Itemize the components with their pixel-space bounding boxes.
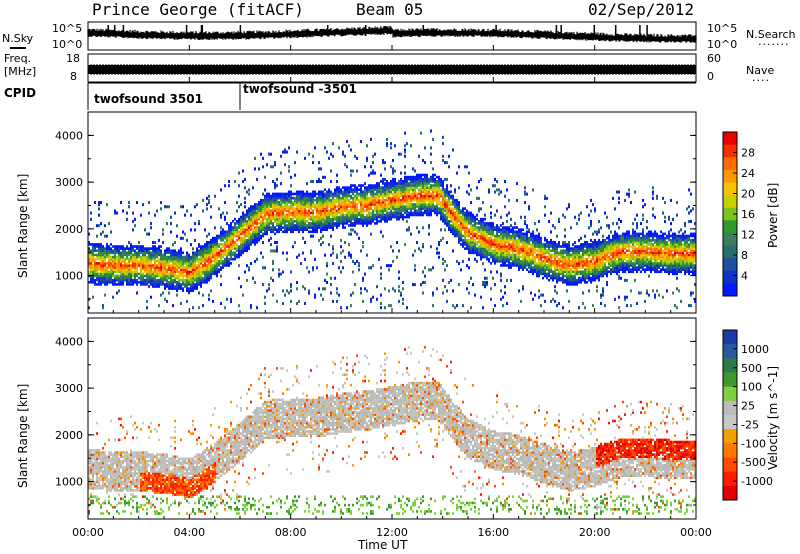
velocity-colorbar-swatch [723,344,737,359]
station-title: Prince George (fitACF) [92,0,304,19]
power-colorbar-swatch [723,144,737,158]
power-colorbar-swatch [723,195,737,209]
nave-legend-dots: ···· [752,74,770,87]
power-ytick-label: 4000 [55,129,83,142]
x-axis-label: Time UT [358,538,408,552]
velocity-colorbar-swatch [723,400,737,416]
xtick-label: 20:00 [579,526,611,539]
xtick-label: 08:00 [275,526,307,539]
freq-unit-label: [MHz] [4,65,37,78]
power-colorbar-swatch [723,270,737,284]
power-ytick-label: 3000 [55,176,83,189]
power-colorbar-swatch [723,283,737,297]
velocity-colorbar-tick-label: -100 [741,437,766,450]
velocity-colorbar-tick-label: 500 [741,362,762,375]
xtick-label: 04:00 [173,526,205,539]
velocity-colorbar-tick-label: -1000 [741,475,773,488]
xtick-label: 00:00 [72,526,104,539]
cpid-label: CPID [4,86,37,100]
velocity-colorbar-swatch [723,415,737,430]
power-colorbar-swatch [723,258,737,272]
power-colorbar-tick-label: 28 [741,147,755,160]
velocity-data [88,346,696,515]
noise-trace [87,25,697,43]
xtick-label: 00:00 [680,526,712,539]
xtick-label: 16:00 [477,526,509,539]
power-colorbar-swatch [723,245,737,259]
power-colorbar-tick-label: 12 [741,229,755,242]
vel-ytick-label: 4000 [55,335,83,348]
power-colorbar-swatch [723,220,737,234]
power-colorbar-tick-label: 24 [741,167,755,180]
velocity-colorbar-swatch [723,372,737,388]
frequency-band [88,65,696,74]
freq-tick-high: 18 [66,52,80,65]
power-data [88,129,696,310]
power-ytick-label: 2000 [55,223,83,236]
noise-spikes [107,25,648,36]
nsky-label: N.Sky [2,32,34,45]
vel-ytick-label: 2000 [55,429,83,442]
velocity-colorbar-swatch [723,443,737,458]
power-colorbar-swatch [723,157,737,171]
velocity-colorbar-tick-label: -500 [741,456,766,469]
xtick-label: 12:00 [376,526,408,539]
nsearch-tick-high: 10^5 [707,22,738,35]
power-colorbar-tick-label: 4 [741,270,748,283]
power-ytick-label: 1000 [55,270,83,283]
velocity-colorbar-frame [722,329,738,501]
beam-label: Beam 05 [356,0,424,19]
cpid-segment-2: twofsound -3501 [243,82,357,96]
nave-tick-low: 0 [707,70,714,83]
velocity-colorbar-swatch [723,471,737,487]
velocity-colorbar-tick-label: 25 [741,400,755,413]
velocity-colorbar-tick-label: -25 [741,418,759,431]
power-colorbar-swatch [723,182,737,196]
power-colorbar-swatch [723,232,737,247]
velocity-colorbar-swatch [723,485,737,501]
date-label: 02/Sep/2012 [588,0,694,19]
velocity-colorbar-swatch [723,429,737,444]
power-colorbar-swatch [723,207,737,221]
vel-ytick-label: 1000 [55,476,83,489]
velocity-colorbar-swatch [723,457,737,473]
nsky-tick-low: 10^0 [52,38,83,51]
cpid-segment-1: twofsound 3501 [94,92,203,106]
nave-label: Nave [746,64,775,77]
velocity-colorbar-tick-label: 1000 [741,343,769,356]
power-colorbar-tick-label: 16 [741,208,755,221]
velocity-colorbar-swatch [723,330,737,345]
power-colorbar-tick-label: 8 [741,249,748,262]
velocity-colorbar-swatch [723,358,737,373]
velocity-colorbar-swatch [723,386,737,402]
velocity-colorbar-tick-label: 100 [741,381,762,394]
power-colorbar-tick-label: 20 [741,188,755,201]
nsky-legend-line [10,47,26,49]
nave-tick-high: 60 [707,52,721,65]
freq-tick-low: 8 [70,70,77,83]
vel-ytick-label: 3000 [55,382,83,395]
nsearch-label: N.Search [746,28,796,41]
nsky-tick-high: 10^5 [52,22,83,35]
freq-label: Freq. [4,52,32,65]
power-colorbar-swatch [723,132,737,146]
nsearch-tick-low: 10^0 [707,38,738,51]
power-colorbar-swatch [723,169,737,183]
nsearch-legend-dots: ······· [758,38,790,51]
